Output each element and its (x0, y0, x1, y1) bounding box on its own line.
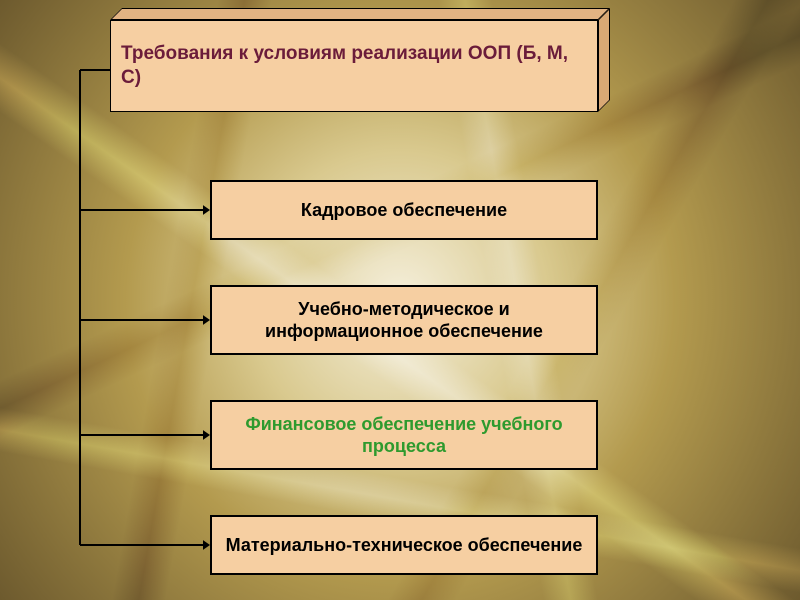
child-box-staffing: Кадровое обеспечение (210, 180, 598, 240)
header-box-top-face (110, 8, 610, 20)
child-box-label: Материально-техническое обеспечение (226, 534, 583, 557)
child-box-label: Финансовое обеспечение учебного процесса (224, 413, 584, 458)
child-box-methodical: Учебно-методическое и информационное обе… (210, 285, 598, 355)
child-box-financial: Финансовое обеспечение учебного процесса (210, 400, 598, 470)
header-box-right-face (598, 8, 610, 112)
child-box-label: Кадровое обеспечение (301, 199, 507, 222)
header-box-label: Требования к условиям реализации ООП (Б,… (121, 42, 587, 90)
diagram-canvas: Требования к условиям реализации ООП (Б,… (0, 0, 800, 600)
child-box-label: Учебно-методическое и информационное обе… (224, 298, 584, 343)
header-box: Требования к условиям реализации ООП (Б,… (110, 20, 598, 112)
child-box-material: Материально-техническое обеспечение (210, 515, 598, 575)
